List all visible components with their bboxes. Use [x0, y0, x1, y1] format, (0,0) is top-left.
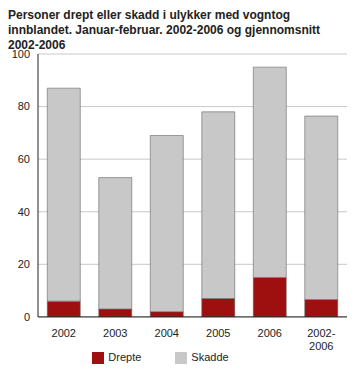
svg-text:2003: 2003: [103, 327, 127, 339]
svg-text:60: 60: [18, 153, 30, 165]
svg-text:100: 100: [12, 48, 30, 60]
svg-text:2004: 2004: [155, 327, 179, 339]
svg-text:80: 80: [18, 100, 30, 112]
svg-text:2002-: 2002-: [307, 327, 335, 339]
svg-text:2006: 2006: [258, 327, 282, 339]
svg-text:2002: 2002: [52, 327, 76, 339]
svg-text:20: 20: [18, 258, 30, 270]
svg-text:40: 40: [18, 206, 30, 218]
svg-text:2006: 2006: [309, 340, 333, 352]
svg-text:2005: 2005: [206, 327, 230, 339]
svg-text:0: 0: [24, 311, 30, 323]
